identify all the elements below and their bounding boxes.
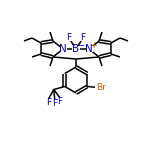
Bar: [46, 100, 52, 105]
Text: B: B: [73, 44, 79, 54]
Bar: [57, 99, 63, 104]
Bar: [59, 46, 67, 52]
Text: F: F: [66, 33, 72, 43]
Bar: [80, 35, 86, 41]
Bar: [52, 101, 58, 106]
Text: F: F: [52, 99, 57, 108]
Bar: [85, 46, 93, 52]
Text: F: F: [80, 33, 86, 43]
Bar: [72, 46, 80, 52]
Bar: [95, 85, 108, 90]
Bar: [66, 35, 72, 41]
Text: F: F: [57, 97, 62, 106]
Text: −: −: [78, 41, 85, 50]
Text: F: F: [46, 98, 51, 107]
Text: Br: Br: [96, 83, 106, 92]
Text: N: N: [85, 44, 93, 54]
Text: +: +: [91, 41, 97, 50]
Text: N: N: [59, 44, 67, 54]
